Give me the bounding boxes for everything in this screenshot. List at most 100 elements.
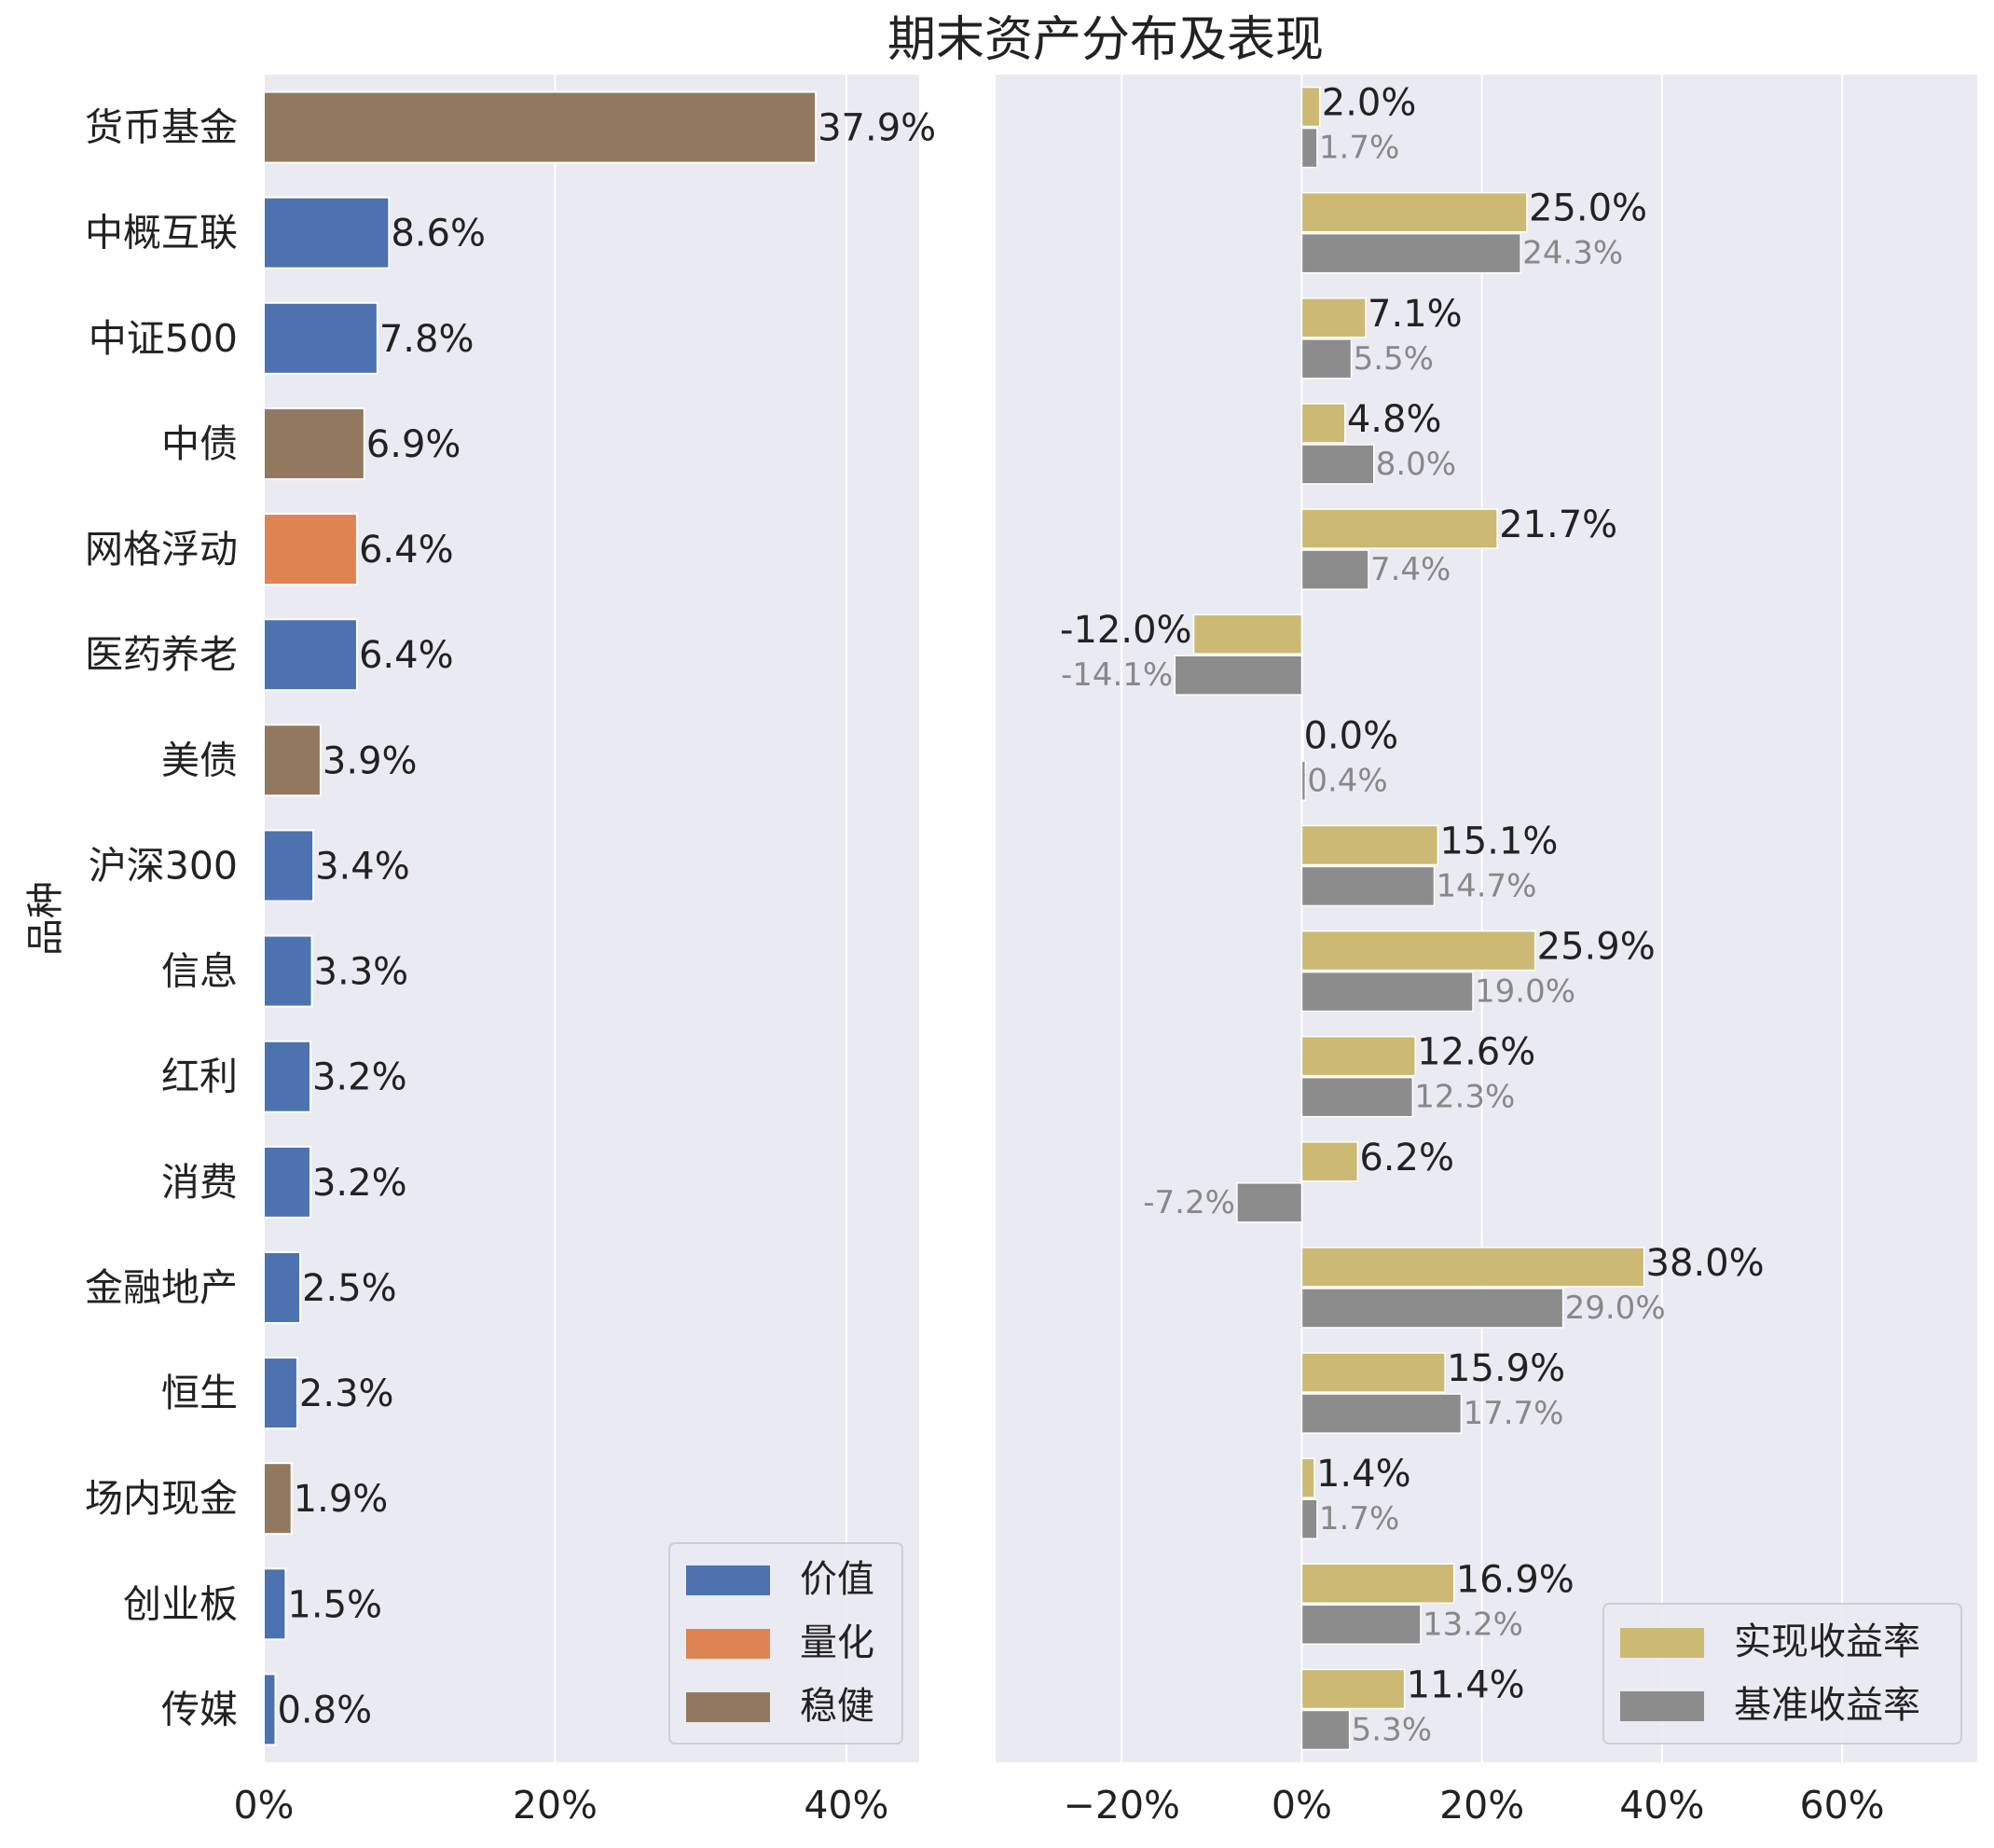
allocation-x-tick-label: 40% — [804, 1783, 888, 1827]
allocation-bar — [263, 513, 358, 586]
category-tick-label: 消费 — [161, 1160, 238, 1205]
category-tick-label: 沪深300 — [89, 843, 238, 888]
returns-x-tick-label: 60% — [1800, 1783, 1885, 1827]
realized-return-label: 16.9% — [1456, 1558, 1575, 1601]
benchmark-return-label: 7.4% — [1370, 551, 1451, 588]
category-tick-label: 金融地产 — [85, 1265, 238, 1310]
allocation-value-labels: 37.9% 8.6% 7.8% 6.9% 6.4% 6.4% 3.9% 3.4% 3.3% 3.2… — [277, 107, 936, 1732]
legend-label: 量化 — [800, 1621, 874, 1664]
allocation-bar — [263, 407, 365, 480]
allocation-value-label: 3.4% — [315, 845, 410, 888]
benchmark-return-bar — [1300, 549, 1369, 590]
returns-x-tick-label: 0% — [1272, 1783, 1332, 1827]
benchmark-return-bar — [1174, 655, 1303, 696]
benchmark-return-bar — [1300, 760, 1307, 802]
allocation-bar — [263, 724, 322, 797]
realized-return-label: 2.0% — [1322, 82, 1417, 125]
benchmark-return-bar — [1300, 865, 1436, 907]
allocation-bar — [263, 1250, 302, 1324]
allocation-value-label: 6.4% — [359, 634, 454, 677]
realized-return-label: 25.0% — [1529, 187, 1647, 230]
benchmark-return-bar — [1300, 232, 1521, 274]
benchmark-return-label: 24.3% — [1522, 235, 1623, 272]
realized-return-bar — [1192, 614, 1303, 655]
allocation-value-label: 7.8% — [379, 318, 474, 361]
realized-return-bar — [1300, 191, 1528, 233]
benchmark-return-label: -14.1% — [1061, 656, 1173, 694]
category-tick-label: 医药养老 — [85, 632, 238, 677]
allocation-value-label: 1.5% — [287, 1583, 382, 1626]
allocation-x-tick-label: 20% — [513, 1783, 598, 1827]
allocation-bar — [263, 1567, 287, 1641]
returns-x-tick-labels: −20% 0% 20% 40% 60% — [1064, 1783, 1885, 1827]
allocation-panel: 37.9% 8.6% 7.8% 6.9% 6.4% 6.4% 3.9% 3.4% 3.3% 3.2… — [24, 75, 936, 1827]
legend-label: 稳健 — [800, 1685, 874, 1728]
benchmark-return-bar — [1300, 1288, 1564, 1329]
category-tick-label: 信息 — [161, 949, 238, 994]
realized-return-bar — [1300, 930, 1536, 972]
allocation-value-label: 8.6% — [391, 213, 486, 255]
realized-return-bar — [1300, 719, 1304, 761]
returns-x-tick-label: −20% — [1064, 1783, 1180, 1827]
realized-return-label: 7.1% — [1368, 293, 1463, 336]
benchmark-return-bar — [1300, 127, 1318, 169]
benchmark-return-label: 1.7% — [1319, 130, 1399, 167]
allocation-bar — [263, 301, 378, 375]
allocation-value-label: 3.2% — [312, 1162, 407, 1205]
realized-return-bar — [1300, 824, 1439, 866]
legend-swatch — [686, 1692, 770, 1722]
category-tick-label: 美债 — [161, 738, 238, 782]
allocation-bar — [263, 1462, 293, 1536]
realized-return-label: 4.8% — [1347, 398, 1442, 441]
allocation-bar — [263, 1673, 277, 1746]
realized-return-label: 12.6% — [1417, 1031, 1535, 1074]
category-tick-label: 创业板 — [123, 1581, 238, 1626]
benchmark-return-bar — [1300, 971, 1474, 1013]
benchmark-return-label: 5.3% — [1352, 1711, 1432, 1748]
realized-return-bar — [1300, 1352, 1446, 1393]
legend-swatch — [686, 1629, 770, 1659]
realized-return-label: -12.0% — [1060, 609, 1192, 652]
category-tick-label: 红利 — [161, 1055, 238, 1099]
realized-return-label: 38.0% — [1646, 1242, 1765, 1285]
category-tick-label: 中债 — [161, 421, 238, 466]
benchmark-return-label: 5.5% — [1354, 340, 1434, 378]
benchmark-return-bar — [1236, 1182, 1303, 1223]
category-tick-label: 传媒 — [161, 1687, 238, 1731]
allocation-x-tick-labels: 0% 20% 40% — [233, 1783, 888, 1827]
allocation-value-label: 37.9% — [818, 107, 936, 150]
allocation-bar — [263, 1145, 311, 1219]
allocation-bar — [263, 618, 358, 692]
allocation-x-tick-label: 0% — [233, 1783, 294, 1827]
realized-return-bar — [1300, 1141, 1359, 1182]
category-tick-label: 恒生 — [161, 1371, 238, 1415]
legend-label: 实现收益率 — [1734, 1620, 1920, 1663]
allocation-bar — [263, 196, 391, 269]
returns-value-labels: 2.0% 25.0% 7.1% 4.8% 21.7% -12.0% 0.0% 15.1% 25.… — [1060, 82, 1765, 1749]
realized-return-bar — [1300, 508, 1498, 549]
category-tick-label: 网格浮动 — [85, 527, 238, 572]
category-tick-label: 中证500 — [89, 316, 238, 361]
allocation-value-label: 6.9% — [366, 423, 461, 466]
benchmark-return-bar — [1300, 1709, 1351, 1751]
realized-return-label: 15.9% — [1447, 1347, 1565, 1390]
allocation-value-label: 3.9% — [323, 739, 418, 782]
realized-return-label: 15.1% — [1439, 820, 1558, 862]
returns-x-tick-label: 40% — [1619, 1783, 1704, 1827]
allocation-bar — [263, 1040, 311, 1113]
realized-return-bar — [1300, 1668, 1406, 1710]
benchmark-return-label: 8.0% — [1376, 446, 1456, 483]
legend-swatch — [1620, 1691, 1704, 1721]
realized-return-bar — [1300, 403, 1346, 444]
benchmark-return-label: 14.7% — [1436, 867, 1536, 904]
allocation-value-label: 2.3% — [299, 1372, 394, 1415]
allocation-bar — [263, 90, 818, 164]
benchmark-return-label: 17.7% — [1463, 1395, 1563, 1432]
realized-return-label: 21.7% — [1499, 503, 1617, 546]
realized-return-label: 11.4% — [1407, 1663, 1525, 1706]
realized-return-bar — [1300, 1457, 1315, 1498]
benchmark-return-bar — [1300, 1393, 1463, 1434]
